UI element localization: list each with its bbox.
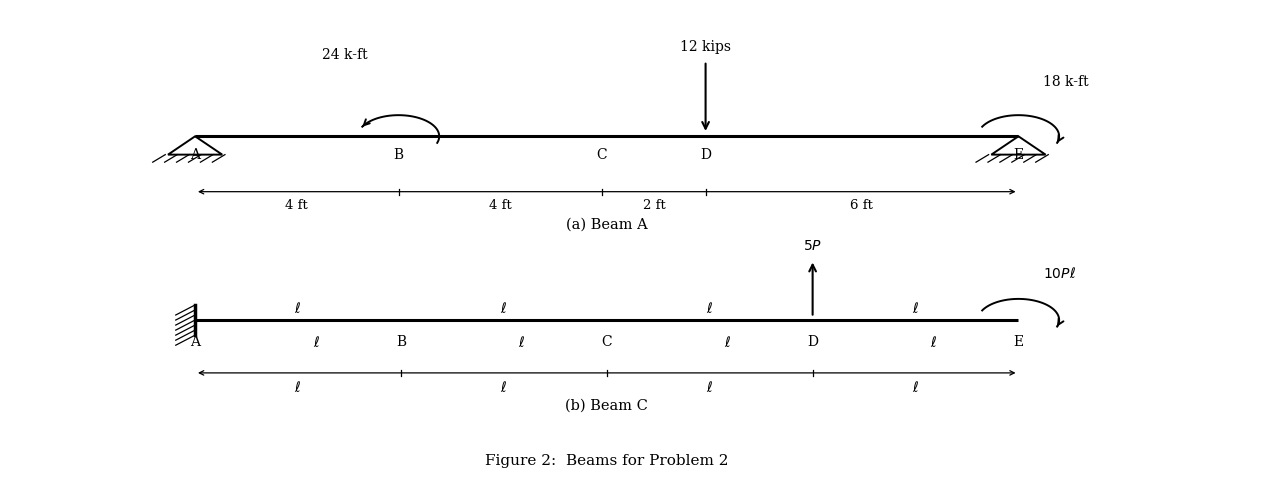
Text: C: C (597, 148, 607, 162)
Text: B: B (396, 334, 406, 348)
Text: $\ell$: $\ell$ (724, 334, 731, 349)
Text: 2 ft: 2 ft (642, 198, 665, 211)
Text: 6 ft: 6 ft (851, 198, 873, 211)
Text: $\ell$: $\ell$ (930, 334, 938, 349)
Text: $\ell$: $\ell$ (519, 334, 525, 349)
Text: C: C (602, 334, 612, 348)
Text: E: E (1013, 148, 1023, 162)
Text: 18 k-ft: 18 k-ft (1042, 75, 1088, 89)
Text: 4 ft: 4 ft (285, 198, 308, 211)
Text: A: A (191, 148, 201, 162)
Text: A: A (191, 334, 201, 348)
Text: $\ell$: $\ell$ (294, 379, 302, 394)
Text: (a) Beam A: (a) Beam A (565, 217, 647, 231)
Text: $10P\ell$: $10P\ell$ (1042, 265, 1075, 280)
Text: 4 ft: 4 ft (488, 198, 511, 211)
Text: 24 k-ft: 24 k-ft (322, 48, 369, 61)
Text: $\ell$: $\ell$ (313, 334, 319, 349)
Text: B: B (394, 148, 404, 162)
Text: (b) Beam C: (b) Beam C (565, 398, 649, 412)
Text: 12 kips: 12 kips (680, 40, 731, 54)
Text: $\ell$: $\ell$ (912, 300, 919, 315)
Text: $\ell$: $\ell$ (707, 379, 713, 394)
Text: $\ell$: $\ell$ (500, 300, 507, 315)
Text: $\ell$: $\ell$ (294, 300, 302, 315)
Text: D: D (808, 334, 818, 348)
Text: $\ell$: $\ell$ (912, 379, 919, 394)
Text: $5P$: $5P$ (803, 239, 823, 252)
Text: $\ell$: $\ell$ (500, 379, 507, 394)
Text: E: E (1013, 334, 1023, 348)
Text: Figure 2:  Beams for Problem 2: Figure 2: Beams for Problem 2 (485, 454, 728, 468)
Text: D: D (700, 148, 711, 162)
Text: $\ell$: $\ell$ (707, 300, 713, 315)
